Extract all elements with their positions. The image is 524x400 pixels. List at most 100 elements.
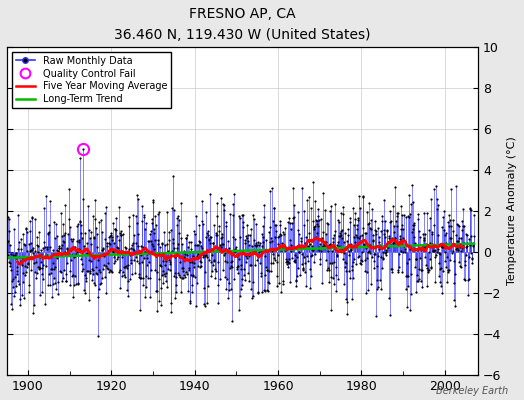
- Point: [393, 222, 401, 229]
- Point: [216, 242, 224, 248]
- Point: [90, 280, 98, 286]
- Point: [137, 243, 145, 249]
- Point: [113, 233, 121, 240]
- Point: [7, 300, 16, 307]
- Point: [319, 229, 327, 235]
- Point: [34, 264, 42, 270]
- Point: [92, 270, 100, 276]
- Point: [329, 274, 337, 281]
- Point: [181, 269, 190, 275]
- Point: [424, 266, 432, 273]
- Point: [227, 258, 235, 265]
- Point: [293, 254, 301, 260]
- Point: [145, 231, 154, 237]
- Point: [435, 266, 444, 272]
- Point: [187, 245, 195, 252]
- Point: [401, 272, 410, 279]
- Point: [172, 274, 180, 280]
- Point: [158, 241, 166, 248]
- Point: [49, 247, 58, 253]
- Point: [336, 232, 345, 239]
- Point: [217, 244, 225, 250]
- Point: [122, 245, 130, 252]
- Point: [140, 214, 148, 220]
- Point: [148, 243, 157, 249]
- Point: [231, 246, 239, 252]
- Point: [431, 246, 439, 253]
- Point: [244, 270, 252, 276]
- Point: [4, 213, 12, 220]
- Point: [425, 248, 433, 255]
- Point: [373, 277, 381, 283]
- Point: [127, 257, 135, 263]
- Point: [89, 266, 97, 273]
- Point: [443, 268, 452, 275]
- Point: [469, 243, 477, 249]
- Point: [154, 211, 162, 217]
- Point: [366, 225, 375, 231]
- Point: [347, 246, 355, 252]
- Point: [262, 247, 270, 253]
- Point: [47, 266, 55, 273]
- Point: [52, 286, 61, 292]
- Point: [62, 278, 70, 284]
- Point: [101, 210, 109, 216]
- Point: [455, 235, 463, 241]
- Point: [130, 250, 139, 256]
- Point: [317, 216, 325, 222]
- Point: [288, 255, 297, 261]
- Point: [324, 264, 332, 271]
- Point: [321, 239, 330, 246]
- Point: [352, 234, 361, 240]
- Point: [178, 241, 186, 248]
- Point: [419, 231, 428, 238]
- Point: [37, 252, 45, 258]
- Point: [115, 269, 123, 275]
- Point: [362, 245, 370, 251]
- Point: [201, 253, 210, 260]
- Point: [123, 286, 132, 293]
- Point: [272, 228, 280, 234]
- Point: [100, 262, 108, 268]
- Point: [304, 238, 313, 244]
- Point: [422, 243, 430, 250]
- Point: [166, 260, 174, 267]
- Point: [413, 278, 421, 284]
- Point: [24, 260, 32, 267]
- Point: [329, 235, 337, 241]
- Point: [98, 275, 106, 282]
- Point: [194, 263, 202, 269]
- Point: [322, 244, 331, 250]
- Point: [355, 193, 363, 199]
- Point: [41, 263, 50, 270]
- Point: [422, 262, 431, 268]
- Point: [409, 220, 418, 227]
- Point: [241, 277, 249, 284]
- Point: [311, 198, 319, 204]
- Point: [43, 244, 51, 251]
- Point: [423, 283, 431, 290]
- Point: [400, 242, 408, 249]
- Point: [333, 253, 341, 259]
- Point: [442, 264, 451, 270]
- Point: [86, 268, 95, 274]
- Point: [128, 212, 137, 218]
- Point: [444, 218, 453, 225]
- Point: [108, 234, 116, 240]
- Point: [357, 257, 365, 264]
- Point: [85, 256, 94, 263]
- Point: [352, 261, 360, 267]
- Point: [307, 253, 315, 260]
- Point: [111, 258, 119, 264]
- Point: [239, 224, 248, 230]
- Point: [110, 260, 118, 266]
- Point: [119, 231, 127, 237]
- Point: [379, 255, 387, 261]
- Point: [411, 264, 420, 270]
- Point: [440, 258, 449, 265]
- Point: [97, 229, 106, 235]
- Point: [58, 242, 67, 248]
- Point: [25, 289, 33, 295]
- Point: [189, 272, 198, 278]
- Point: [10, 254, 18, 260]
